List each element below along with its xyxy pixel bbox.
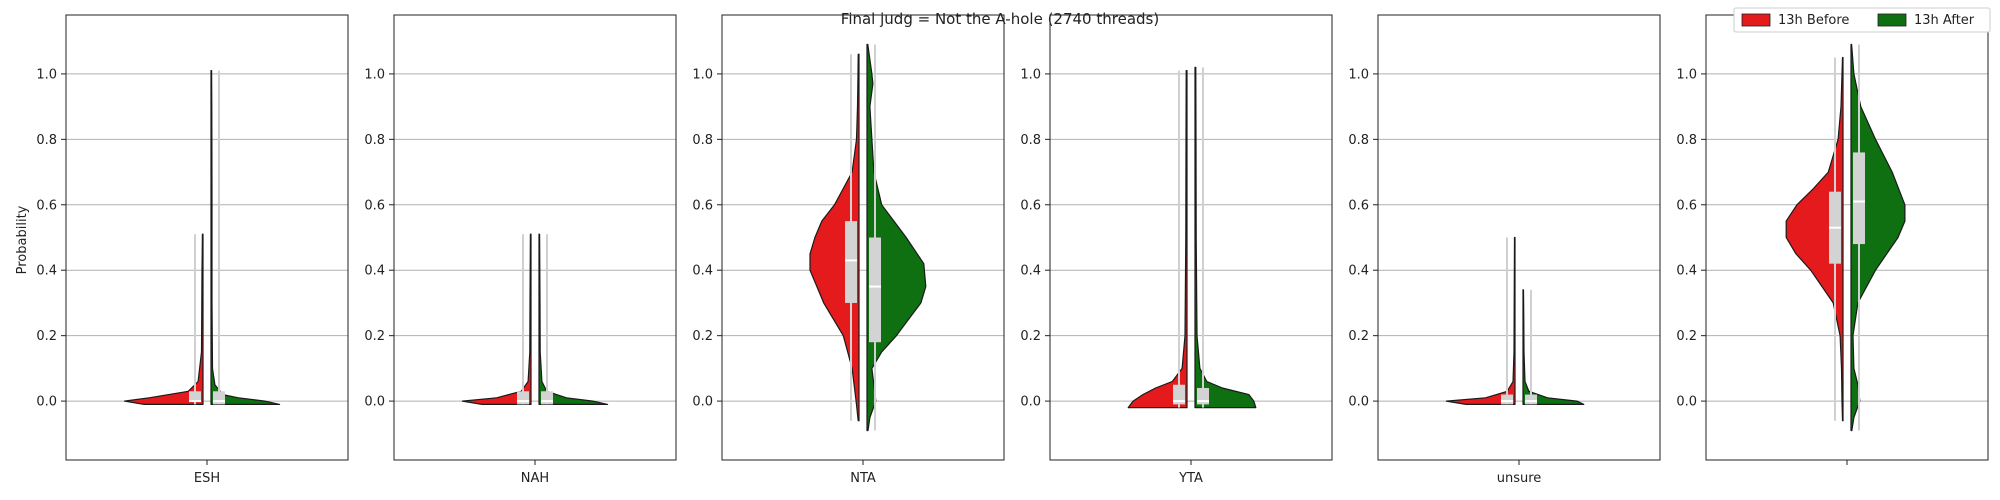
legend-frame [1733, 7, 1991, 33]
y-tick-label: 0.4 [364, 264, 385, 279]
y-tick-label: 0.8 [692, 133, 713, 148]
axes-frame [1049, 14, 1333, 461]
y-tick-label: 0.0 [1348, 395, 1369, 410]
violin-half-before [809, 53, 860, 422]
y-tick-label: 0.6 [364, 198, 385, 213]
violin-quartile-box [1501, 394, 1513, 405]
chart-panel-6: 0.0 0.2 0.4 0.6 0.8 1.0 [1676, 14, 1989, 465]
y-tick-label: 0.8 [364, 133, 385, 148]
violin-quartile-box [845, 221, 857, 303]
y-axis-label: Probability [15, 205, 30, 274]
y-tick-label: 1.0 [1020, 67, 1041, 82]
y-tick-label: 0.2 [692, 329, 713, 344]
y-tick-label: 0.2 [364, 329, 385, 344]
y-tick-label: 0.2 [1348, 329, 1369, 344]
y-tick-label: 0.8 [1348, 133, 1369, 148]
y-tick-label: 0.8 [1020, 133, 1041, 148]
y-tick-label: 0.8 [36, 133, 57, 148]
chart-panel-5: 0.0 0.2 0.4 0.6 0.8 1.0 unsure [1348, 14, 1661, 486]
panels-layer: 0.0 0.2 0.4 0.6 0.8 1.0 ESH 0.0 0.2 0.4 0.6 0.8 1.0 N… [36, 14, 1989, 486]
x-tick-label: unsure [1497, 471, 1542, 486]
legend-label-after: 13h After [1914, 13, 1975, 28]
violin-quartile-box [189, 391, 201, 402]
y-tick-label: 0.0 [692, 395, 713, 410]
y-tick-label: 1.0 [364, 67, 385, 82]
x-tick-label: ESH [194, 471, 220, 486]
violin-half-before [461, 233, 532, 405]
y-tick-label: 0.6 [36, 198, 57, 213]
y-tick-label: 0.6 [1348, 198, 1369, 213]
violin-half-before [1785, 56, 1844, 422]
violin-quartile-box [869, 237, 881, 343]
legend: 13h Before 13h After [1733, 7, 1991, 33]
y-tick-label: 0.2 [1676, 329, 1697, 344]
y-tick-label: 0.4 [1676, 264, 1697, 279]
x-tick-label: NAH [521, 471, 549, 486]
chart-panel-2: 0.0 0.2 0.4 0.6 0.8 1.0 NAH [364, 14, 677, 486]
axes-frame [65, 14, 349, 461]
axes-frame [721, 14, 1005, 461]
violin-quartile-box [1173, 384, 1185, 405]
axes-frame [393, 14, 677, 461]
legend-swatch-before [1741, 13, 1771, 27]
y-tick-label: 0.0 [1676, 395, 1697, 410]
chart-panel-1: 0.0 0.2 0.4 0.6 0.8 1.0 ESH [36, 14, 349, 486]
violin-quartile-box [517, 391, 529, 405]
x-tick-label: NTA [850, 471, 876, 486]
legend-label-before: 13h Before [1778, 13, 1849, 28]
y-tick-label: 0.4 [1020, 264, 1041, 279]
violin-half-before [1445, 236, 1516, 405]
violin-half-before [124, 233, 204, 405]
violin-half-before [1127, 70, 1188, 409]
legend-swatch-after [1877, 13, 1907, 27]
violin-quartile-box [1525, 394, 1537, 405]
violin-quartile-box [541, 391, 553, 405]
x-tick-label: YTA [1178, 471, 1203, 486]
y-tick-label: 0.4 [1348, 264, 1369, 279]
y-tick-label: 0.6 [1020, 198, 1041, 213]
y-tick-label: 0.2 [36, 329, 57, 344]
y-tick-label: 0.6 [1676, 198, 1697, 213]
y-tick-label: 1.0 [692, 67, 713, 82]
y-tick-label: 1.0 [1676, 67, 1697, 82]
y-tick-label: 0.2 [1020, 329, 1041, 344]
y-tick-label: 0.4 [692, 264, 713, 279]
y-tick-label: 0.4 [36, 264, 57, 279]
axes-frame [1705, 14, 1989, 461]
y-tick-label: 0.6 [692, 198, 713, 213]
chart-panel-3: 0.0 0.2 0.4 0.6 0.8 1.0 NTA [692, 14, 1005, 486]
violin-quartile-box [1853, 152, 1865, 245]
violin-half-after [1194, 66, 1257, 409]
y-tick-label: 0.8 [1676, 133, 1697, 148]
y-tick-label: 0.0 [1020, 395, 1041, 410]
y-tick-label: 0.0 [36, 395, 57, 410]
violin-quartile-box [213, 391, 225, 405]
violin-half-after [210, 70, 281, 405]
chart-panel-4: 0.0 0.2 0.4 0.6 0.8 1.0 YTA [1020, 14, 1333, 486]
figure-title: Final judg = Not the A-hole (2740 thread… [841, 10, 1159, 28]
y-tick-label: 1.0 [36, 67, 57, 82]
axes-frame [1377, 14, 1661, 461]
y-tick-label: 1.0 [1348, 67, 1369, 82]
violin-half-after [538, 233, 609, 405]
y-tick-label: 0.0 [364, 395, 385, 410]
violin-half-after [1522, 289, 1585, 405]
